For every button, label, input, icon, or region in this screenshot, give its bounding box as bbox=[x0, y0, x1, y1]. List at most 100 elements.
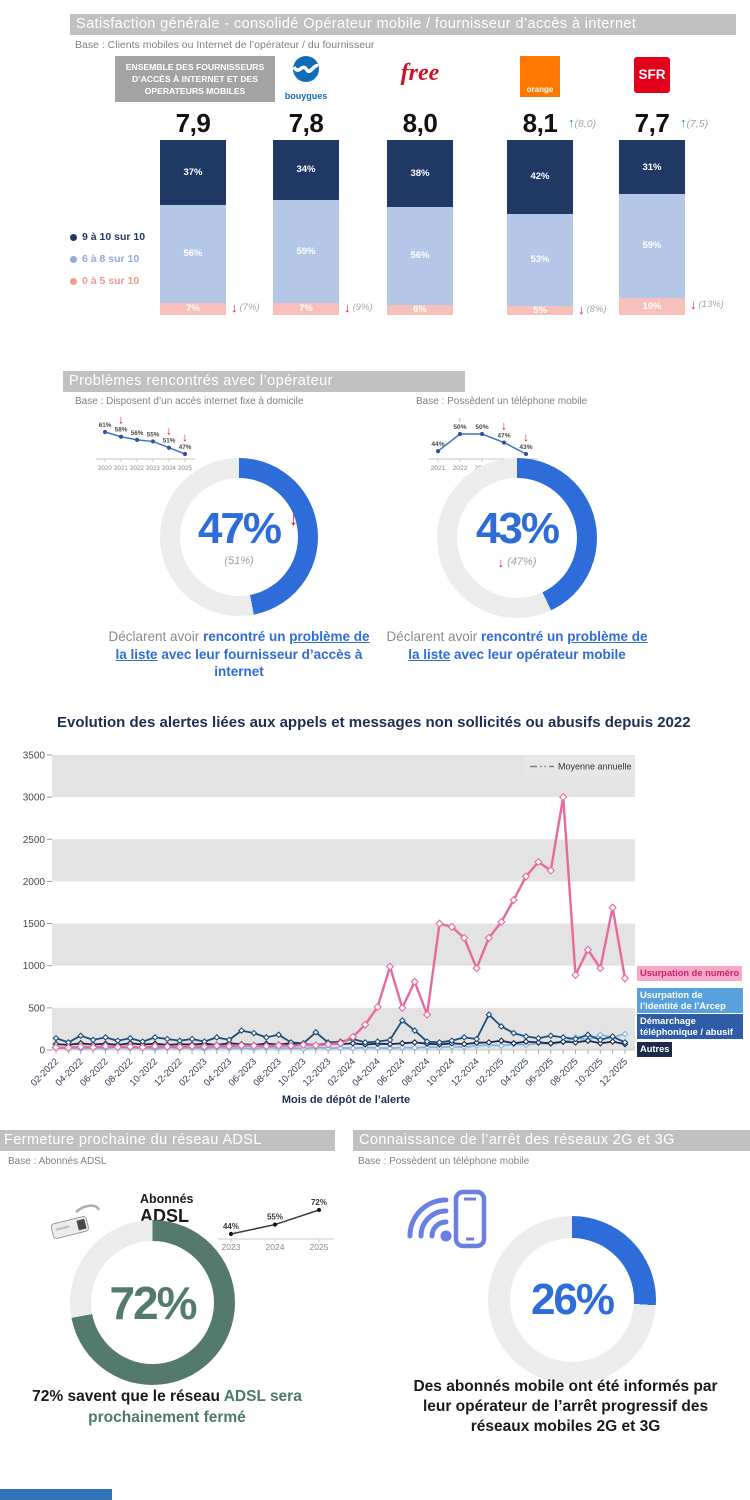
bar-segment-value: 56% bbox=[410, 250, 430, 261]
series-marker bbox=[484, 933, 494, 943]
caption-green: ADSL sera prochainement fermé bbox=[88, 1388, 302, 1426]
bar-segment: 5% bbox=[507, 305, 573, 317]
trend-value: 47% bbox=[179, 444, 192, 451]
series-marker bbox=[262, 1042, 271, 1051]
stacked-bar: 37% 56% 7% bbox=[160, 140, 226, 315]
bar-segment-value: 59% bbox=[642, 240, 662, 252]
low-previous: (13%) bbox=[698, 299, 724, 311]
trend-year: 2024 bbox=[162, 465, 176, 472]
trend-point bbox=[316, 1207, 322, 1213]
series-marker bbox=[436, 1039, 443, 1046]
series-marker bbox=[571, 970, 580, 980]
series-marker bbox=[361, 1020, 370, 1029]
signal-dot bbox=[440, 1230, 452, 1242]
series-marker bbox=[374, 1044, 381, 1052]
series-marker bbox=[608, 903, 617, 912]
series-marker bbox=[249, 1041, 259, 1050]
series-marker bbox=[522, 1033, 530, 1040]
free-logo: free bbox=[390, 60, 450, 87]
bar-segment: 31% bbox=[619, 140, 685, 195]
series-marker bbox=[485, 1011, 493, 1018]
series-marker bbox=[497, 1023, 505, 1030]
series-label-usurpation-arcep: Usurpation de l’identité de l’Arcep bbox=[637, 988, 743, 1014]
bar-segment-value: 56% bbox=[183, 248, 203, 260]
operator-column-ensemble: 7,9 37% 56% 7% ↓ (7%) bbox=[118, 108, 268, 353]
series-marker bbox=[609, 1033, 616, 1040]
donut-value: 72% bbox=[109, 1276, 197, 1329]
series-marker bbox=[126, 1034, 134, 1042]
bar-segment: 56% bbox=[387, 206, 453, 305]
legend-label: 0 à 5 sur 10 bbox=[82, 275, 140, 287]
section-title-text: Satisfaction générale - consolidé Opérat… bbox=[76, 16, 637, 32]
series-marker bbox=[448, 1037, 456, 1045]
caption-rest: avec leur opérateur mobile bbox=[450, 646, 626, 662]
operator-column-sfr: 7,7 ↑(7,5) 31% 59% 10% ↓ (13%) bbox=[577, 108, 727, 353]
section-title-satisfaction: Satisfaction générale - consolidé Opérat… bbox=[70, 14, 736, 35]
section-title-2g3g: Connaissance de l’arrêt des réseaux 2G e… bbox=[353, 1130, 750, 1151]
bar-segment-value: 31% bbox=[642, 161, 662, 173]
series-marker bbox=[175, 1042, 184, 1052]
trend-point bbox=[134, 437, 140, 442]
series-marker bbox=[52, 1034, 60, 1042]
series-marker bbox=[609, 1038, 616, 1045]
alerts-x-axis-title: Mois de dépôt de l’alerte bbox=[281, 1094, 411, 1106]
internet-problems-trend-chart: 61%58% 56% 55%51%47%↓↓ ↓2020 2021 2022 2023 202… bbox=[96, 416, 195, 472]
score-note: ↑(8,0) bbox=[568, 114, 596, 132]
trend-year: 2025 bbox=[178, 465, 192, 472]
bouygues-logo-swoosh bbox=[292, 64, 319, 73]
section-title-text: Connaissance de l’arrêt des réseaux 2G e… bbox=[359, 1132, 675, 1148]
trend-point bbox=[501, 440, 507, 445]
series-marker bbox=[547, 1032, 555, 1040]
series-marker bbox=[410, 977, 419, 986]
trend-year: 2022 bbox=[452, 465, 467, 472]
trend-arrow-icon: ↑ bbox=[680, 115, 687, 130]
series-marker bbox=[422, 1010, 432, 1019]
score: 7,8 bbox=[231, 108, 381, 139]
score-previous: (8,0) bbox=[574, 118, 597, 130]
donut-center: 26% bbox=[488, 1216, 656, 1384]
legend-dot-icon bbox=[70, 277, 77, 285]
series-marker bbox=[373, 1002, 382, 1012]
bar-segment: 37% bbox=[160, 140, 226, 205]
series-marker bbox=[547, 1039, 555, 1047]
previous-value-text: (47%) bbox=[507, 556, 537, 568]
wave-outer bbox=[407, 1197, 449, 1239]
alerts-chart-title: Evolution des alertes liées aux appels e… bbox=[57, 714, 691, 731]
series-marker bbox=[398, 1003, 407, 1013]
bar-segment-value: 42% bbox=[530, 171, 550, 183]
y-tick-label: 1000 bbox=[23, 961, 46, 972]
base-satisfaction: Base : Clients mobiles ou Internet de l’… bbox=[75, 39, 375, 51]
series-marker bbox=[596, 964, 605, 973]
modem-port bbox=[76, 1218, 87, 1231]
orange-logo: orange bbox=[520, 56, 560, 97]
series-marker bbox=[473, 1035, 480, 1043]
series-marker bbox=[299, 1040, 308, 1050]
grid-band bbox=[52, 923, 635, 966]
series-marker bbox=[447, 922, 456, 932]
alerts-line-chart: 050010001500200025003000350002-202204-20… bbox=[23, 751, 635, 1089]
series-marker bbox=[485, 1039, 493, 1046]
legend-item: 0 à 5 sur 10 bbox=[70, 270, 145, 292]
base-problems-mobile: Base : Possèdent un téléphone mobile bbox=[416, 396, 588, 407]
trend-point bbox=[272, 1222, 278, 1227]
bar-segment: 42% bbox=[507, 140, 573, 214]
sfr-logo: SFR bbox=[634, 57, 670, 93]
series-marker bbox=[126, 1042, 135, 1051]
down-arrow-icon: ↓ bbox=[497, 554, 505, 570]
down-arrow-icon: ↓ bbox=[231, 299, 238, 315]
y-tick-label: 3500 bbox=[23, 751, 46, 762]
previous-value: ↓ (47%) bbox=[498, 555, 537, 570]
bar-segment-value: 34% bbox=[296, 164, 316, 176]
series-0 bbox=[51, 792, 630, 1053]
trend-year: 2021 bbox=[114, 465, 128, 472]
trend-value: 43% bbox=[519, 444, 532, 451]
series-marker bbox=[522, 1038, 530, 1045]
series-marker bbox=[535, 1039, 542, 1046]
series-marker bbox=[572, 1039, 579, 1046]
score: 8,1 bbox=[465, 108, 615, 139]
trend-point bbox=[118, 434, 124, 439]
bar-segment-value: 5% bbox=[533, 305, 547, 317]
score-value: 7,9 bbox=[175, 108, 211, 138]
series-marker bbox=[113, 1042, 122, 1052]
series-marker bbox=[89, 1036, 97, 1044]
